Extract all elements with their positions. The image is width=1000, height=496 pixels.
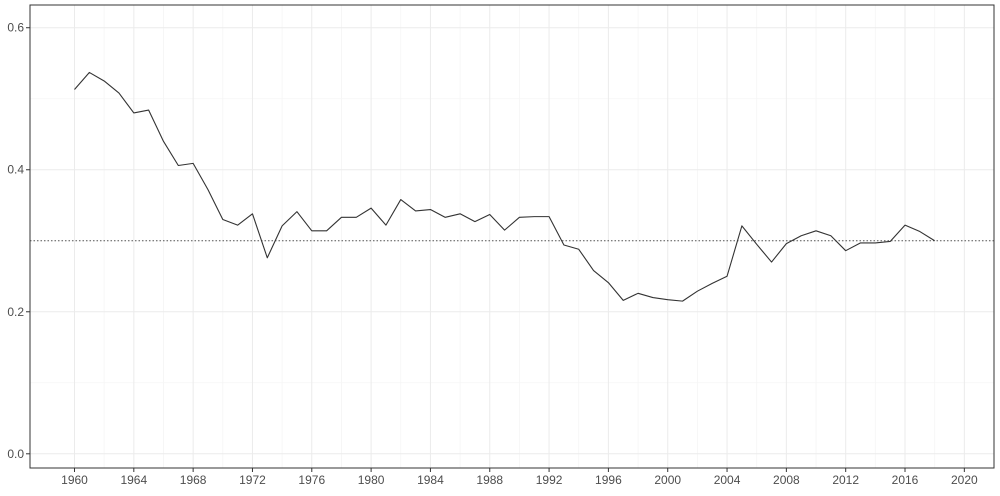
y-tick-label: 0.0: [7, 447, 24, 461]
x-axis: 1960 1964 1968 1972 1976 1980 1984 1988 1992 1996…: [61, 468, 978, 487]
y-tick-label: 0.6: [7, 21, 24, 35]
series-line: [74, 71, 935, 302]
x-tick-label: 2004: [714, 473, 741, 487]
x-tick-label: 1980: [358, 473, 385, 487]
plot-panel-border: [29, 4, 995, 469]
major-gridlines: [30, 5, 994, 468]
x-tick-label: 2020: [951, 473, 978, 487]
series-layer: [74, 71, 935, 302]
x-tick-label: 1964: [120, 473, 147, 487]
x-tick-label: 1972: [239, 473, 266, 487]
minor-gridlines: [30, 5, 994, 468]
x-tick-label: 2008: [773, 473, 800, 487]
x-tick-label: 1992: [536, 473, 563, 487]
x-tick-label: 1996: [595, 473, 622, 487]
x-tick-label: 1984: [417, 473, 444, 487]
y-tick-label: 0.4: [7, 163, 24, 177]
x-tick-label: 2012: [832, 473, 859, 487]
y-tick-label: 0.2: [7, 305, 24, 319]
x-tick-label: 1960: [61, 473, 88, 487]
x-tick-label: 1976: [298, 473, 325, 487]
x-tick-label: 2000: [654, 473, 681, 487]
x-tick-label: 1988: [476, 473, 503, 487]
x-tick-label: 2016: [892, 473, 919, 487]
y-axis: 0.0 0.2 0.4 0.6: [7, 21, 30, 461]
x-tick-label: 1968: [180, 473, 207, 487]
